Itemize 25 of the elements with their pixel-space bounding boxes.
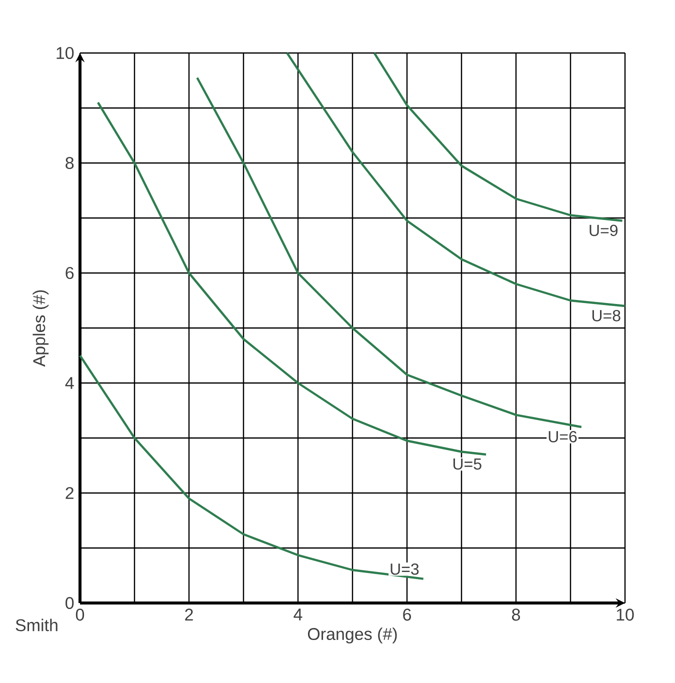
y-tick-label: 4 <box>65 377 74 389</box>
x-tick-label: 6 <box>403 608 411 621</box>
line-series <box>78 354 424 580</box>
text: Smith <box>16 618 58 632</box>
x-tick-label: 10 <box>616 608 634 621</box>
y-tick-label: 10 <box>56 46 74 60</box>
series-label: U=8 <box>592 310 620 322</box>
x-tick-label: 8 <box>512 608 520 621</box>
y-tick-label: 0 <box>66 596 74 610</box>
series-label: U=9 <box>590 224 618 236</box>
y-tick-label: 2 <box>66 487 74 499</box>
x-axis-title: Oranges (#) <box>308 628 397 644</box>
x-tick-label: 4 <box>294 608 302 620</box>
y-axis-title: Apples (#) <box>32 290 49 367</box>
line-series <box>96 101 488 456</box>
series-label: U=6 <box>548 431 577 442</box>
line-series <box>196 76 583 428</box>
line-series <box>286 52 626 308</box>
series-label: U=3 <box>390 563 419 575</box>
y-tick-label: 8 <box>66 156 74 170</box>
x-tick-label: 2 <box>185 608 193 621</box>
line-series <box>373 52 624 222</box>
y-tick-label: 6 <box>66 266 74 280</box>
series-label: U=5 <box>453 458 482 470</box>
x-tick-label: 0 <box>76 608 84 621</box>
